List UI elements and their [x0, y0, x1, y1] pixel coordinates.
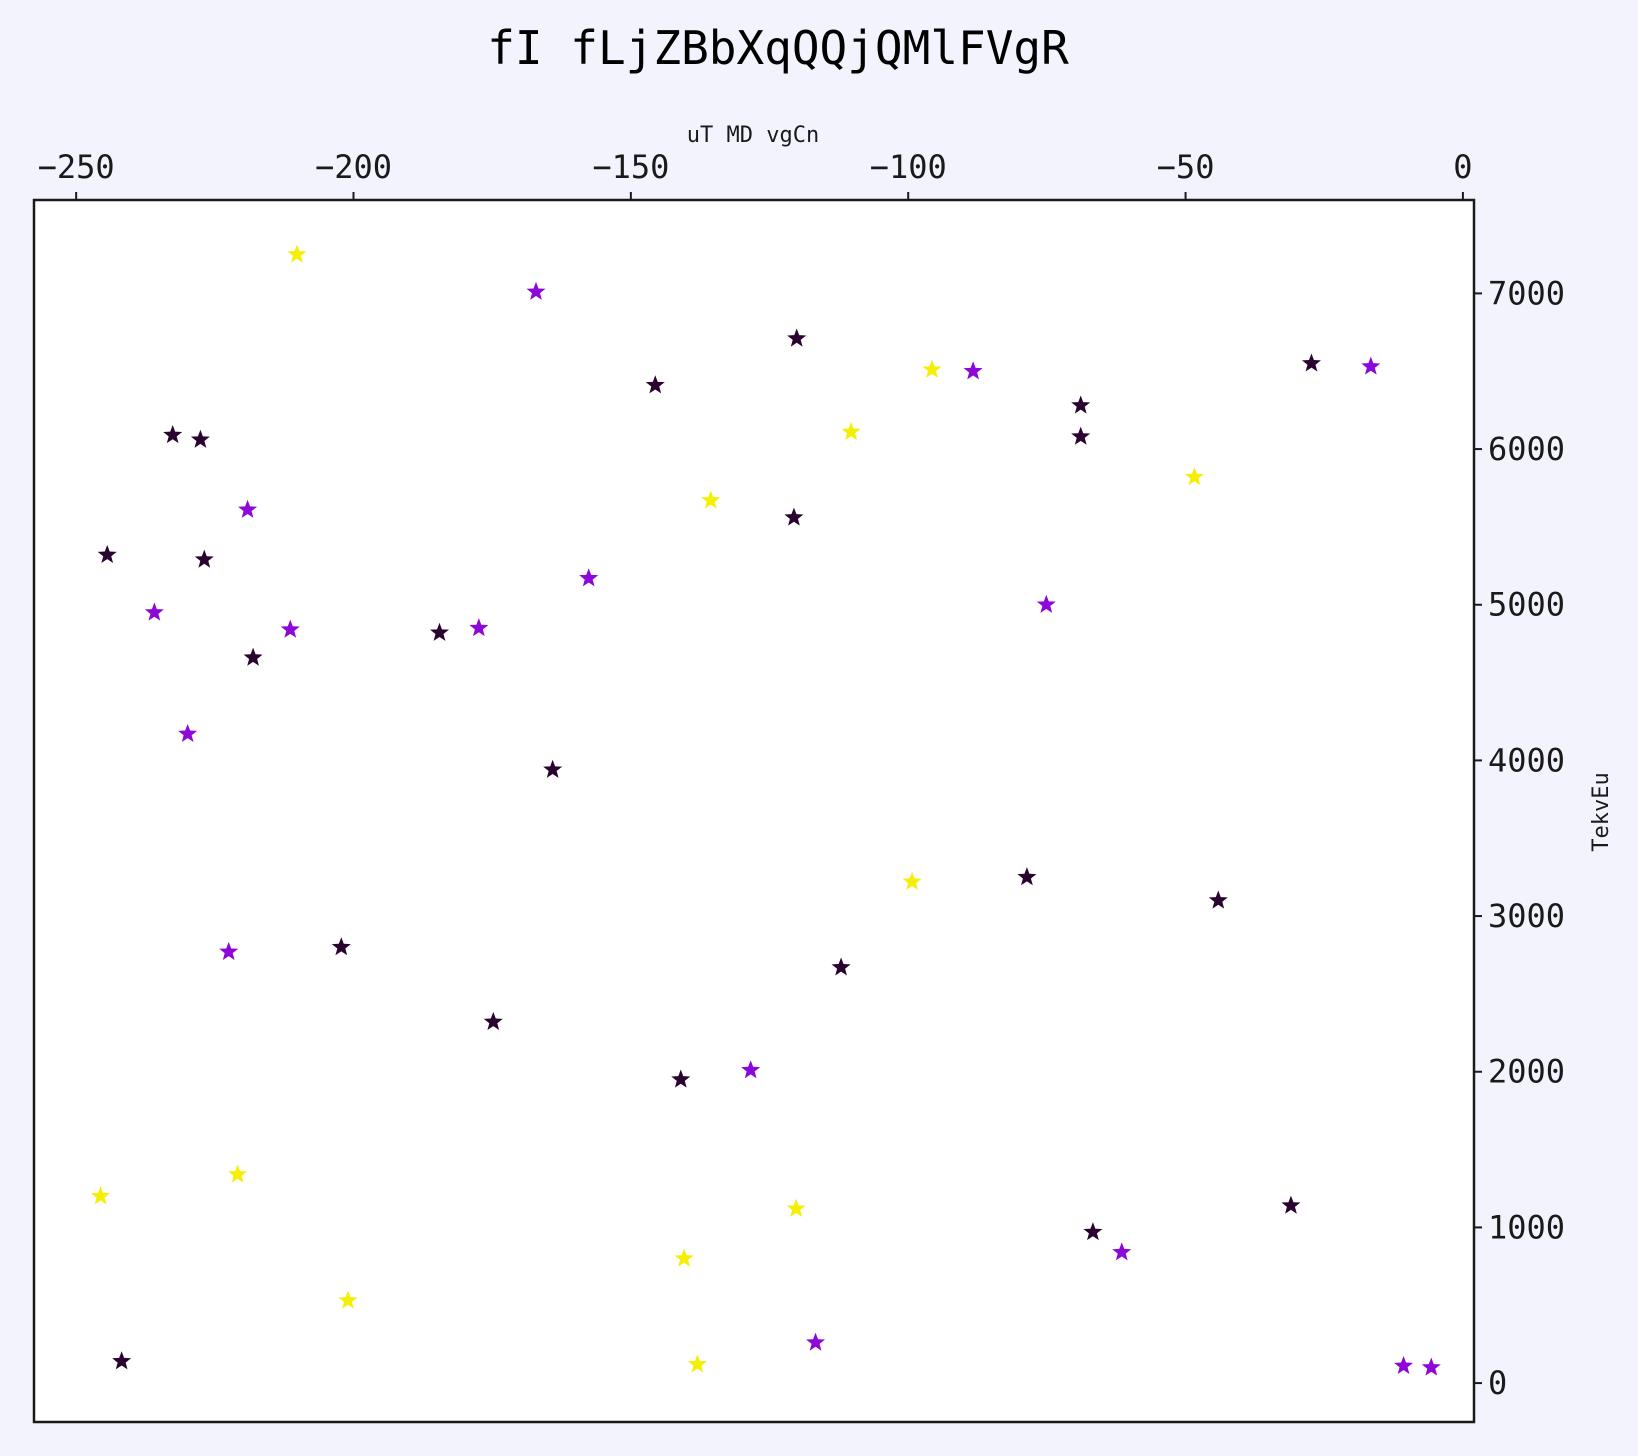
- data-point: [701, 490, 721, 509]
- x-tick-label: −50: [1157, 148, 1215, 186]
- data-point: [1301, 353, 1321, 372]
- data-point: [338, 1290, 358, 1309]
- y-tick-label: 1000: [1488, 1208, 1565, 1246]
- data-point: [1071, 395, 1091, 414]
- y-tick-label: 6000: [1488, 430, 1565, 468]
- data-point: [806, 1332, 826, 1351]
- data-point: [741, 1060, 761, 1079]
- data-point: [483, 1011, 503, 1031]
- y-tick-label: 3000: [1488, 897, 1565, 935]
- data-point: [429, 622, 449, 641]
- x-tick-label: −250: [38, 148, 115, 186]
- data-points: [91, 244, 1441, 1376]
- y-tick-label: 2000: [1488, 1053, 1565, 1091]
- data-point: [190, 429, 210, 448]
- data-point: [163, 425, 183, 444]
- x-axis: −250 −200 −150 −100 −50 0: [38, 148, 1473, 200]
- data-point: [1071, 426, 1091, 445]
- data-point: [674, 1248, 694, 1267]
- data-point: [1083, 1222, 1103, 1241]
- data-point: [1421, 1357, 1441, 1376]
- data-point: [238, 499, 258, 518]
- y-tick-label: 4000: [1488, 741, 1565, 779]
- x-tick-label: −100: [870, 148, 947, 186]
- data-point: [526, 281, 546, 300]
- data-point: [787, 328, 807, 347]
- data-point: [671, 1069, 691, 1088]
- data-point: [228, 1164, 248, 1183]
- data-point: [331, 937, 351, 956]
- data-point: [280, 619, 300, 638]
- y-tick-label: 0: [1488, 1364, 1507, 1402]
- data-point: [784, 507, 804, 526]
- data-point: [786, 1198, 806, 1217]
- data-point: [831, 957, 851, 976]
- data-point: [1036, 594, 1056, 613]
- data-point: [178, 723, 198, 743]
- data-point: [97, 544, 117, 564]
- data-point: [1361, 356, 1381, 375]
- data-point: [287, 244, 307, 263]
- data-point: [219, 941, 239, 960]
- data-point: [963, 361, 983, 380]
- x-axis-label: uT MD vgCn: [687, 123, 819, 148]
- data-point: [144, 602, 164, 621]
- y-tick-label: 7000: [1488, 274, 1565, 312]
- data-point: [243, 647, 263, 666]
- data-point: [1184, 467, 1204, 486]
- data-point: [902, 871, 922, 890]
- data-point: [687, 1354, 707, 1373]
- x-tick-label: −200: [315, 148, 392, 186]
- data-point: [579, 568, 599, 587]
- y-axis-label: TekvEu: [1589, 772, 1614, 851]
- x-tick-label: 0: [1453, 148, 1472, 186]
- y-tick-label: 5000: [1488, 586, 1565, 624]
- data-point: [469, 618, 489, 637]
- data-point: [112, 1351, 132, 1370]
- y-axis: 0 1000 2000 3000 4000 5000 6000 7000: [1474, 274, 1565, 1402]
- data-point: [91, 1186, 111, 1205]
- data-point: [1208, 890, 1228, 909]
- data-point: [543, 759, 563, 778]
- data-point: [194, 549, 214, 568]
- data-point: [1112, 1242, 1132, 1261]
- data-point: [841, 421, 861, 441]
- chart-title: fI fLjZBbXqQQjQMlFVgR: [487, 21, 1069, 75]
- plot-area: [32, 198, 1476, 1424]
- data-point: [1281, 1195, 1301, 1214]
- x-tick-label: −150: [592, 148, 669, 186]
- data-point: [645, 375, 665, 394]
- data-point: [1394, 1355, 1414, 1375]
- data-point: [922, 359, 942, 378]
- data-point: [1017, 867, 1037, 886]
